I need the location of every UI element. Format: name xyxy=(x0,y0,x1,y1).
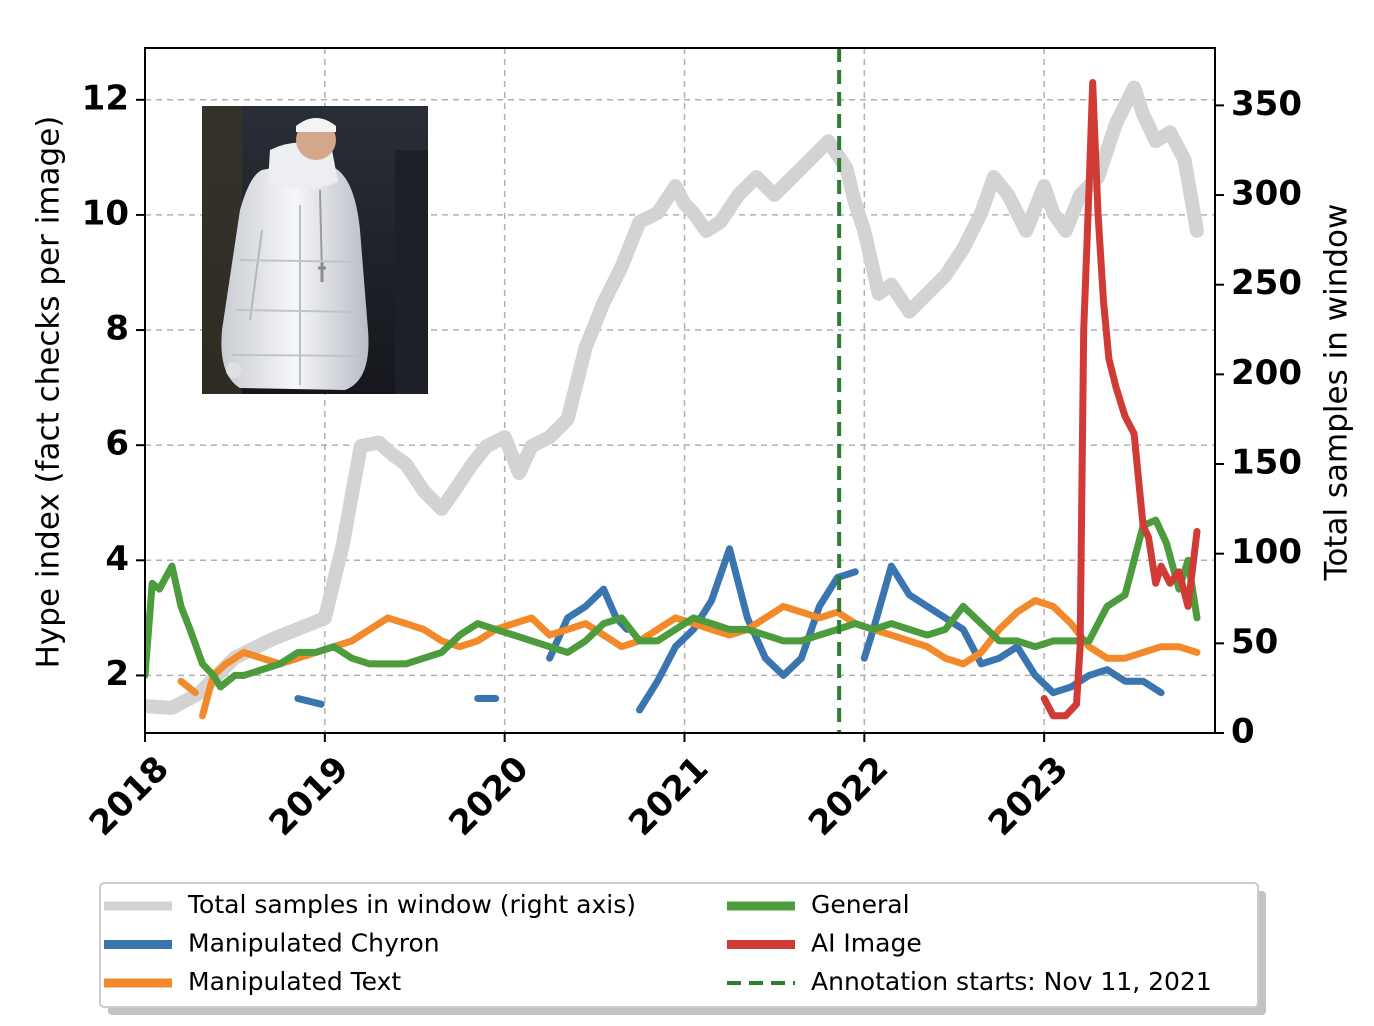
y-left-tick-label: 2 xyxy=(105,654,129,694)
x-axis-ticks: 2018 2019 2020 2021 2022 2023 xyxy=(82,733,1076,844)
y-right-axis-ticks: 0 50 100 150 200 250 300 350 xyxy=(1215,84,1302,752)
y-right-tick-label: 250 xyxy=(1231,263,1302,303)
x-tick-label: 2023 xyxy=(981,749,1076,844)
y-left-tick-label: 6 xyxy=(105,424,129,464)
y-right-tick-label: 150 xyxy=(1231,443,1302,483)
y-right-tick-label: 50 xyxy=(1231,622,1278,662)
y-left-tick-label: 12 xyxy=(82,78,129,118)
legend-label: Annotation starts: Nov 11, 2021 xyxy=(811,967,1212,996)
series-layer xyxy=(145,79,1204,720)
y-left-tick-label: 4 xyxy=(105,539,129,579)
legend-label: AI Image xyxy=(811,929,922,958)
series-line-general xyxy=(145,516,1201,691)
series-line-total-samples-in-window-right-axis xyxy=(145,80,1204,715)
series-line-manipulated-chyron xyxy=(860,562,1165,697)
x-tick-label: 2020 xyxy=(441,749,536,844)
y-left-axis-ticks: 2 4 6 8 10 12 xyxy=(82,78,145,694)
y-right-tick-label: 350 xyxy=(1231,84,1302,124)
y-right-tick-label: 200 xyxy=(1231,353,1302,393)
series-line-manipulated-chyron xyxy=(636,545,859,714)
plot-frame xyxy=(144,47,1216,734)
series-line-manipulated-text xyxy=(177,677,199,697)
legend: Total samples in window (right axis) Mani… xyxy=(99,882,1266,1015)
x-tick-label: 2022 xyxy=(801,749,896,844)
x-tick-label: 2021 xyxy=(621,749,716,844)
legend-label: Manipulated Text xyxy=(188,967,401,996)
series-line-manipulated-text xyxy=(199,597,1201,720)
inset-photo xyxy=(202,106,428,394)
legend-label: Manipulated Chyron xyxy=(188,929,440,958)
y-left-tick-label: 8 xyxy=(105,309,129,349)
series-line-manipulated-chyron xyxy=(294,695,325,708)
y-right-tick-label: 300 xyxy=(1231,174,1302,214)
y-left-tick-label: 10 xyxy=(82,193,129,233)
y-left-axis-title: Hype index (fact checks per image) xyxy=(31,116,67,669)
series-line-ai-image xyxy=(1040,79,1201,720)
y-right-tick-label: 100 xyxy=(1231,532,1302,572)
legend-label: General xyxy=(811,890,910,919)
x-tick-label: 2018 xyxy=(82,749,177,844)
y-right-tick-label: 0 xyxy=(1231,712,1255,752)
x-tick-label: 2019 xyxy=(262,749,357,844)
y-right-axis-title: Total samples in window xyxy=(1319,204,1355,582)
legend-label: Total samples in window (right axis) xyxy=(187,890,636,919)
